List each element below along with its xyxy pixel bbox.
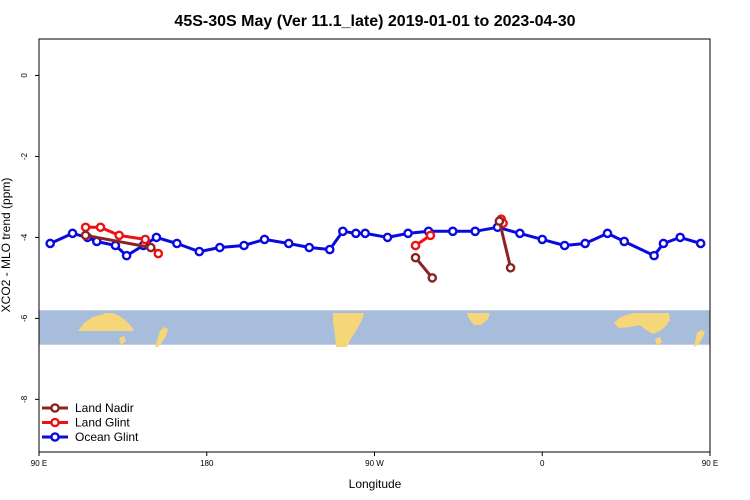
x-tick-label: 90 W: [365, 459, 384, 468]
ocean-glint-point: [110, 240, 121, 251]
land-glint-point: [80, 222, 91, 233]
ocean-glint-point: [214, 242, 225, 253]
ocean-glint-point: [45, 238, 55, 249]
land-nadir-line: [497, 220, 513, 269]
land-nadir-point: [427, 273, 438, 283]
land-tasmania-right: [655, 337, 662, 346]
ocean-glint-point: [695, 238, 706, 249]
ocean-glint-point: [351, 228, 361, 239]
ocean-glint-point: [382, 232, 393, 243]
ocean-glint-point: [559, 240, 570, 251]
ocean-glint-point: [304, 242, 315, 253]
x-tick-label: 0: [540, 459, 545, 468]
x-tick-label: 90 E: [31, 459, 47, 468]
legend-label: Land Glint: [75, 416, 130, 430]
land-glint-point: [425, 230, 436, 241]
y-axis-label: XCO2 - MLO trend (ppm): [0, 178, 13, 313]
ocean-glint-point: [403, 228, 413, 239]
land-glint-point: [140, 234, 151, 245]
ocean-glint-point: [172, 238, 182, 249]
legend-item-land-nadir: Land Nadir: [42, 401, 134, 415]
land-glint-point: [153, 248, 164, 259]
land-nadir-point: [505, 262, 516, 273]
series-land-nadir: [80, 216, 516, 283]
ocean-glint-point: [360, 228, 370, 239]
land-nadir-point: [494, 216, 505, 227]
ocean-glint-point: [580, 238, 590, 249]
ocean-glint-point: [239, 240, 249, 251]
series-layer: [45, 214, 706, 283]
legend-item-land-glint: Land Glint: [42, 416, 130, 430]
ocean-glint-point: [194, 246, 205, 257]
legend-item-ocean-glint: Ocean Glint: [42, 430, 139, 444]
legend-swatch-marker: [50, 417, 60, 428]
land-tasmania-left: [119, 336, 126, 345]
map-strip: [39, 310, 710, 347]
y-tick-label: -4: [20, 233, 29, 241]
ocean-glint-point: [259, 234, 270, 245]
y-tick-label: -2: [20, 152, 29, 160]
ocean-glint-point: [338, 226, 348, 237]
land-australia-right: [614, 313, 670, 334]
ocean-glint-point: [515, 228, 525, 239]
land-nadir-point: [410, 252, 421, 263]
legend-label: Land Nadir: [75, 401, 134, 415]
land-nadir-line: [85, 233, 152, 249]
land-nadir-point: [146, 242, 156, 253]
land-nadir-point: [80, 230, 91, 241]
land-africa: [467, 313, 490, 325]
ocean-glint-point: [283, 238, 294, 249]
ocean-glint-point: [151, 232, 162, 243]
legend-swatch-marker: [50, 403, 60, 413]
land-australia-left: [78, 313, 134, 331]
ocean-glint-point: [324, 244, 335, 255]
land-new-zealand: [155, 327, 168, 347]
x-axis-label: Longitude: [349, 477, 402, 491]
ocean-glint-point: [121, 250, 132, 261]
land-south-america: [333, 313, 364, 347]
ocean-glint-point: [470, 226, 480, 237]
y-tick-label: -8: [20, 395, 29, 403]
ocean-glint-point: [649, 250, 659, 261]
legend-swatch-marker: [50, 432, 60, 442]
chart-title: 45S-30S May (Ver 11.1_late) 2019-01-01 t…: [174, 13, 575, 30]
ocean-glint-point: [67, 228, 78, 239]
ocean-glint-point: [658, 238, 669, 249]
ocean-glint-point: [447, 226, 458, 237]
ocean-glint-point: [675, 232, 685, 243]
land-glint-point: [95, 222, 106, 233]
series-land-glint: [80, 214, 508, 259]
ocean-glint-point: [602, 228, 613, 239]
land-new-zealand-right: [694, 330, 705, 347]
ocean-glint-point: [619, 236, 630, 247]
land-glint-point: [410, 240, 421, 251]
x-tick-label: 90 E: [702, 459, 718, 468]
series-ocean-glint: [45, 222, 706, 261]
ocean-glint-point: [537, 234, 548, 245]
legend-label: Ocean Glint: [75, 430, 139, 444]
x-tick-label: 180: [200, 459, 214, 468]
y-tick-label: -6: [20, 314, 29, 322]
ocean-band: [39, 310, 710, 345]
y-tick-label: 0: [20, 73, 29, 78]
land-glint-point: [114, 230, 124, 241]
